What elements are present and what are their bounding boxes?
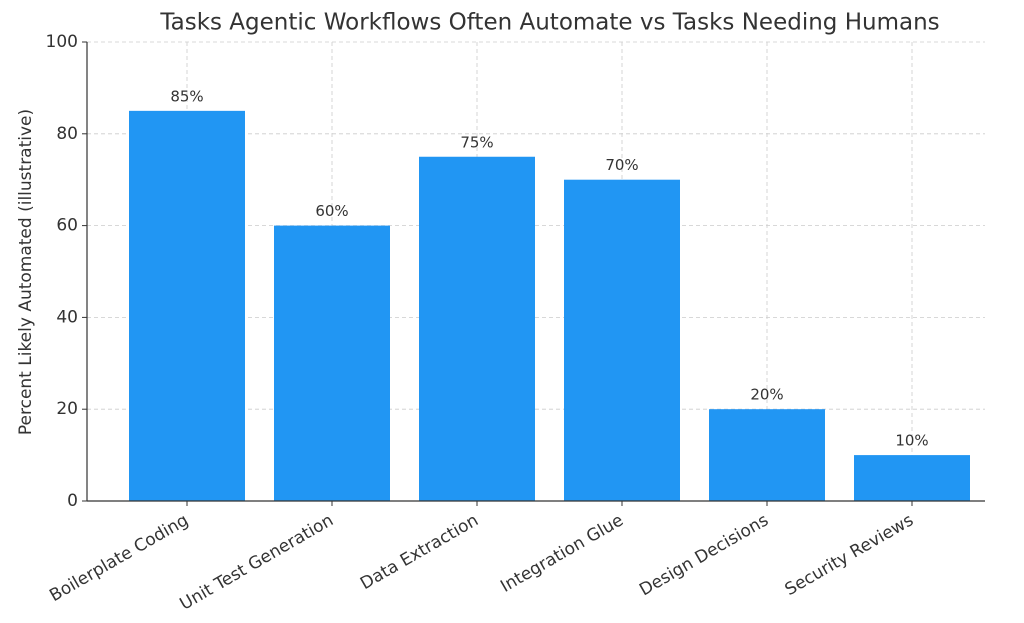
y-tick-label: 80 <box>56 124 78 144</box>
y-tick-label: 100 <box>46 32 78 52</box>
y-tick-label: 60 <box>56 216 78 236</box>
x-tick-label: Design Decisions <box>636 510 772 600</box>
x-tick-label: Boilerplate Coding <box>46 510 192 606</box>
bar <box>129 110 245 501</box>
bar <box>709 409 825 501</box>
y-tick-label: 40 <box>56 307 78 327</box>
y-tick-label: 20 <box>56 399 78 419</box>
value-label: 20% <box>750 386 783 404</box>
bar <box>274 225 390 501</box>
chart-title: Tasks Agentic Workflows Often Automate v… <box>159 10 939 36</box>
bar <box>854 455 970 501</box>
value-label: 85% <box>170 87 203 105</box>
bar <box>419 156 535 501</box>
x-tick-label: Unit Test Generation <box>177 510 337 614</box>
y-axis-label: Percent Likely Automated (illustrative) <box>16 109 36 435</box>
value-label: 75% <box>460 133 493 151</box>
x-tick-label: Data Extraction <box>357 510 482 594</box>
x-tick-label: Security Reviews <box>782 510 917 600</box>
value-label: 70% <box>605 156 638 174</box>
value-label: 10% <box>895 432 928 450</box>
x-tick-label: Integration Glue <box>497 510 627 596</box>
y-tick-label: 0 <box>67 491 78 511</box>
bar <box>564 179 680 501</box>
value-label: 60% <box>315 202 348 220</box>
